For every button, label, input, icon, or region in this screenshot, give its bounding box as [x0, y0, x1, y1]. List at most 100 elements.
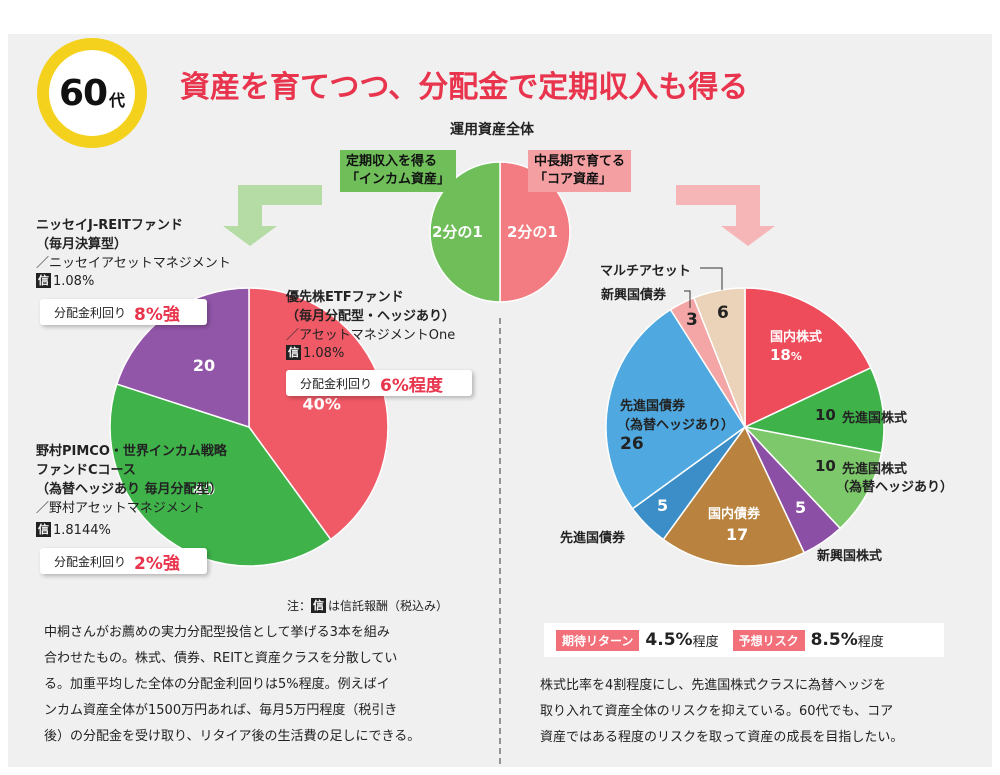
label-dev-stocks-hedged: 先進国株式 — [842, 462, 908, 477]
label-dev-bonds-hedged-sub: （為替ヘッジあり） — [617, 418, 735, 433]
pimco-fund-company: ／野村アセットマネジメント — [36, 501, 205, 516]
value-domestic-stocks: 18% — [770, 346, 802, 364]
core-pie-slice-4 — [662, 425, 806, 567]
nissay-fund-company: ／ニッセイアセットマネジメント — [36, 256, 231, 271]
overall-half-right: 2分の1 — [507, 223, 558, 241]
desc-left-line: 中桐さんがお薦めの実力分配型投信として挙げる3本を組み — [44, 625, 390, 640]
domestic-stocks-pct: % — [790, 350, 802, 363]
return-risk-box: 期待リターン 4.5% 程度 予想リスク 8.5% 程度 — [544, 623, 944, 657]
etf-fund-company: ／アセットマネジメントOne — [286, 328, 456, 343]
income-box-line2: 「インカム資産」 — [346, 172, 451, 187]
description-left: 中桐さんがお薦めの実力分配型投信として挙げる3本を組み 合わせたもの。株式、債券… — [44, 620, 420, 750]
income-pie-value-label-2: 20 — [193, 356, 215, 375]
overall-pie-slice-0 — [499, 161, 571, 303]
desc-right-line: 取り入れて資産全体のリスクを抑えている。60代でも、コア — [540, 704, 894, 719]
age-unit: 代 — [109, 91, 126, 110]
etf-yield-value: 6%程度 — [380, 375, 443, 396]
risk-suffix: 程度 — [857, 634, 884, 650]
pimco-fund-sub: （為替ヘッジあり 毎月分配型） — [36, 482, 223, 497]
nissay-fee-value: 1.08% — [53, 274, 95, 289]
nissay-yield-value: 8%強 — [134, 304, 180, 325]
label-dev-bonds-hedged: 先進国債券 — [620, 399, 686, 414]
yield-label: 分配金利回り — [54, 554, 127, 569]
core-pie — [605, 287, 885, 567]
risk-value: 8.5% — [810, 630, 858, 650]
income-pie-slice-1 — [109, 383, 332, 567]
overall-pie — [429, 161, 571, 303]
value-dev-stocks: 10 — [815, 406, 836, 424]
etf-fund-fee: 信 1.08% — [286, 345, 344, 361]
pimco-fund-name: 野村PIMCO・世界インカム戦略 — [36, 444, 227, 459]
age-badge-inner: 60 代 — [49, 50, 135, 136]
age-number: 60 — [58, 72, 108, 114]
label-dev-stocks-hedged-sub: （為替ヘッジあり） — [836, 480, 954, 495]
fee-icon: 信 — [36, 273, 51, 288]
value-em-bonds: 3 — [686, 310, 698, 330]
label-dev-stocks: 先進国株式 — [842, 411, 908, 426]
nissay-fund-fee: 信 1.08% — [36, 273, 94, 289]
pimco-fund-fee: 信 1.8144% — [36, 522, 111, 538]
core-pie-slice-6 — [605, 308, 747, 510]
fee-note: 注：信は信託報酬（税込み） — [287, 597, 448, 614]
fee-icon: 信 — [311, 598, 327, 613]
label-em-stocks: 新興国株式 — [817, 549, 883, 564]
value-domestic-bonds: 17 — [726, 525, 749, 544]
overall-pie-slice-1 — [429, 161, 501, 303]
core-box-line1: 中長期で育てる — [534, 154, 626, 169]
desc-right-line: 資産ではある程度のリスクを取って資産の成長を目指したい。 — [540, 730, 904, 745]
core-pie-slice-8 — [692, 287, 746, 428]
leader-em-bonds — [684, 290, 691, 308]
desc-right-line: 株式比率を4割程度にし、先進国株式クラスに為替ヘッジを — [540, 678, 887, 693]
value-dev-bonds-hedged: 26 — [620, 434, 644, 454]
nissay-yield-pill: 分配金利回り 8%強 — [40, 299, 207, 325]
income-asset-box: 定期収入を得る 「インカム資産」 — [340, 150, 457, 192]
yield-label: 分配金利回り — [300, 376, 373, 391]
etf-yield-pill: 分配金利回り 6%程度 — [286, 370, 472, 396]
value-em-stocks: 5 — [795, 498, 807, 517]
desc-left-line: 合わせたもの。株式、債券、REITと資産クラスを分散してい — [44, 651, 398, 666]
leader-multi-asset — [700, 267, 723, 290]
label-domestic-stocks: 国内株式 — [770, 330, 823, 345]
desc-left-line: る。加重平均した全体の分配金利回りは5%程度。例えばイ — [44, 677, 390, 692]
value-dev-stocks-hedged: 10 — [815, 457, 836, 475]
income-pie: 40% 40 20 — [109, 287, 389, 567]
pimco-fund-name2: ファンドCコース — [36, 463, 136, 478]
fee-icon: 信 — [286, 345, 301, 360]
expected-return-suffix: 程度 — [692, 634, 719, 650]
pimco-fee-value: 1.8144% — [53, 523, 111, 538]
etf-fee-value: 1.08% — [303, 346, 345, 361]
label-dev-bonds: 先進国債券 — [560, 531, 626, 546]
note-text: は信託報酬（税込み） — [328, 599, 449, 613]
nissay-fund-name: ニッセイJ-REITファンド — [36, 218, 183, 233]
expected-return-tag: 期待リターン — [556, 629, 640, 651]
expected-return-value: 4.5% — [645, 630, 693, 650]
pimco-yield-pill: 分配金利回り 2%強 — [40, 548, 207, 574]
pimco-yield-value: 2%強 — [134, 553, 180, 574]
etf-fund-sub: （毎月分配型・ヘッジあり） — [286, 309, 456, 324]
fee-icon: 信 — [36, 522, 51, 537]
label-em-bonds: 新興国債券 — [601, 288, 667, 303]
label-multi-asset: マルチアセット — [600, 264, 691, 279]
income-box-line1: 定期収入を得る — [346, 154, 438, 169]
value-dev-bonds: 5 — [657, 496, 669, 515]
overall-half-left: 2分の1 — [432, 223, 483, 241]
page-title: 資産を育てつつ、分配金で定期収入も得る — [180, 70, 749, 105]
nissay-fund-sub: （毎月決算型） — [36, 237, 128, 252]
value-multi-asset: 6 — [717, 303, 729, 323]
yield-label: 分配金利回り — [54, 305, 127, 320]
arrow-left-green — [223, 185, 322, 246]
etf-fund-name: 優先株ETFファンド — [286, 290, 404, 305]
domestic-stocks-number: 18 — [770, 346, 791, 364]
income-pie-value-label-1: 40 — [193, 480, 215, 499]
core-asset-box: 中長期で育てる 「コア資産」 — [528, 150, 632, 192]
core-pie-slice-2 — [742, 425, 883, 530]
core-box-line2: 「コア資産」 — [534, 172, 613, 187]
core-pie-slice-0 — [744, 287, 872, 429]
overview-title: 運用資産全体 — [450, 122, 534, 138]
label-domestic-bonds: 国内債券 — [708, 507, 761, 522]
income-pie-value-label-0: 40% — [303, 394, 341, 413]
arrow-right-pink — [676, 185, 775, 246]
risk-tag: 予想リスク — [732, 629, 805, 651]
description-right: 株式比率を4割程度にし、先進国株式クラスに為替ヘッジを 取り入れて資産全体のリス… — [540, 673, 903, 751]
